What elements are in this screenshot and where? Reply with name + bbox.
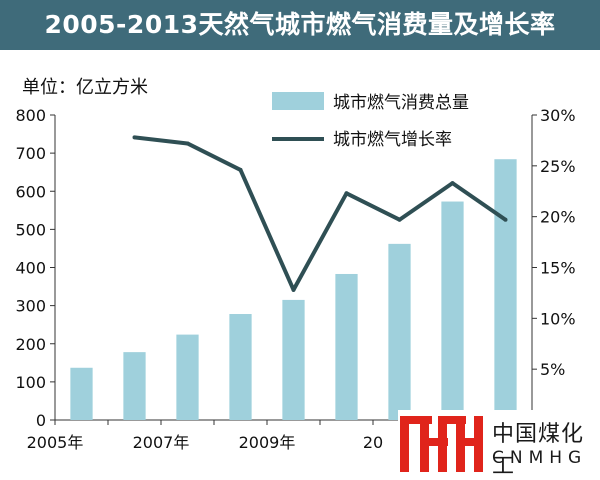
growth-rate-point (238, 167, 243, 172)
growth-rate-point (132, 135, 137, 140)
y-right-tick-label: 30% (540, 106, 576, 125)
bar (176, 334, 199, 420)
cnmhg-logo-icon (400, 416, 483, 472)
y-left-tick-label: 600 (15, 182, 46, 201)
cnmhg-logo: 中国煤化工 CNMHG (398, 410, 600, 479)
y-right-tick-label: 10% (540, 309, 576, 328)
bar (282, 299, 305, 420)
bar (70, 367, 93, 420)
bar (335, 273, 358, 420)
legend-bar-label: 城市燃气消费总量 (333, 93, 469, 113)
growth-rate-point (291, 287, 296, 292)
title-bar (0, 0, 600, 50)
bar (494, 159, 517, 420)
legend-line-label: 城市燃气增长率 (333, 130, 452, 150)
unit-label: 单位：亿立方米 (22, 77, 148, 98)
x-tick-label: 2007年 (133, 433, 190, 452)
y-right-tick-label: 20% (540, 208, 576, 227)
y-right-tick-label: 15% (540, 259, 576, 278)
y-right-tick-label: 25% (540, 157, 576, 176)
growth-rate-line (134, 135, 507, 292)
y-left-tick-label: 800 (15, 106, 46, 125)
bar (388, 243, 411, 420)
x-tick-label: 2005年 (27, 433, 84, 452)
bar (123, 352, 146, 420)
y-left-tick-label: 200 (15, 335, 46, 354)
y-left-tick-label: 300 (15, 297, 46, 316)
y-left-tick-label: 700 (15, 144, 46, 163)
x-tick-label: 20 (363, 433, 383, 452)
y-right-tick-label: 5% (540, 360, 565, 379)
logo-name-en: CNMHG (492, 448, 588, 468)
bar (229, 314, 252, 420)
y-left-tick-label: 400 (15, 259, 46, 278)
growth-rate-point (450, 181, 455, 186)
chart-title: 2005-2013天然气城市燃气消费量及增长率 (44, 10, 556, 39)
bar (441, 201, 464, 420)
y-left-tick-label: 0 (36, 411, 46, 430)
x-tick-label: 2009年 (239, 433, 296, 452)
growth-rate-point (503, 217, 508, 222)
y-left-tick-label: 100 (15, 373, 46, 392)
logo-name-cn: 中国煤化工 (492, 422, 585, 479)
growth-rate-point (397, 217, 402, 222)
legend-bar-swatch (272, 92, 324, 110)
growth-rate-point (185, 141, 190, 146)
growth-rate-point (344, 191, 349, 196)
y-left-tick-label: 500 (15, 220, 46, 239)
